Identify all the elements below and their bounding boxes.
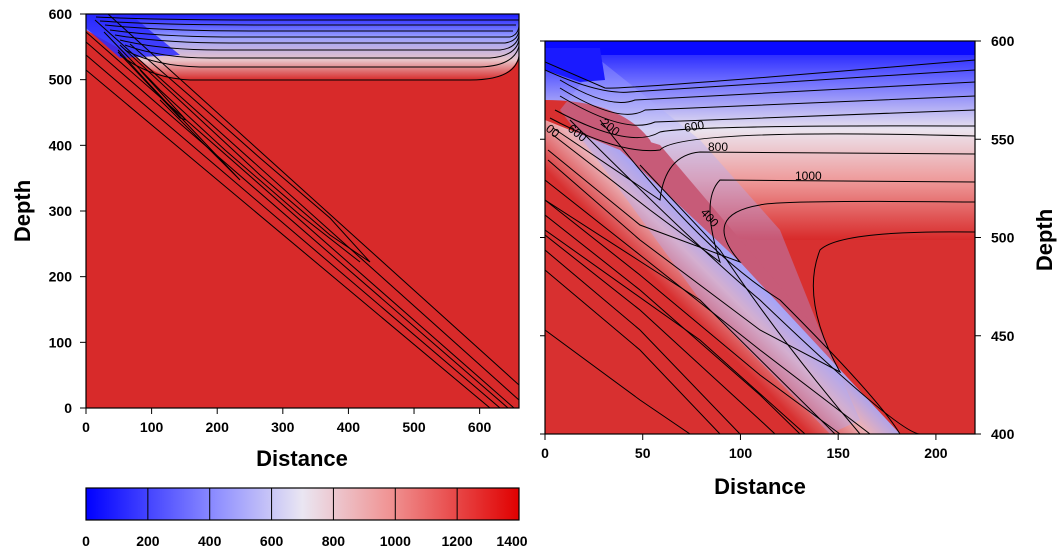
colorbar-tick-labels: 0 200 400 600 800 1000 1200 1400 — [82, 533, 528, 549]
left-heatmap — [86, 14, 519, 408]
left-y-axis-label: Depth — [10, 180, 35, 242]
right-x-tick-label: 200 — [924, 445, 948, 461]
right-y-axis-label: Depth — [1032, 209, 1057, 271]
left-x-tick-label: 100 — [140, 419, 164, 435]
left-x-tick-label: 400 — [337, 419, 361, 435]
left-y-tick-labels: 0 100 200 300 400 500 600 — [49, 6, 73, 416]
colorbar-tick-label: 1200 — [442, 533, 473, 549]
right-y-tick-label: 450 — [991, 328, 1015, 344]
colorbar-tick-label: 800 — [322, 533, 346, 549]
left-x-tick-label: 200 — [206, 419, 230, 435]
right-y-tick-label: 550 — [991, 131, 1015, 147]
contour-label: 1000 — [795, 169, 822, 183]
left-y-tick-label: 400 — [49, 137, 73, 153]
colorbar-tick-label: 400 — [198, 533, 222, 549]
left-y-tick-label: 600 — [49, 6, 73, 22]
left-panel: 0 100 200 300 400 500 600 0 100 200 300 … — [10, 6, 519, 471]
right-heatmap — [545, 41, 975, 434]
right-y-tick-label: 400 — [991, 426, 1015, 442]
right-y-tick-label: 500 — [991, 230, 1015, 246]
right-x-tick-label: 150 — [827, 445, 851, 461]
colorbar-tick-label: 200 — [136, 533, 160, 549]
contour-label: 800 — [708, 140, 728, 154]
left-x-tick-label: 600 — [468, 419, 492, 435]
colorbar-tick-label: 1000 — [380, 533, 411, 549]
left-x-tick-labels: 0 100 200 300 400 500 600 — [82, 419, 491, 435]
left-y-tick-label: 200 — [49, 269, 73, 285]
colorbar-tick-label: 0 — [82, 533, 90, 549]
left-y-tick-label: 300 — [49, 203, 73, 219]
right-x-tick-label: 100 — [729, 445, 753, 461]
right-x-tick-label: 50 — [635, 445, 651, 461]
left-y-tick-label: 500 — [49, 72, 73, 88]
left-x-tick-label: 500 — [402, 419, 426, 435]
right-y-tick-label: 600 — [991, 33, 1015, 49]
colorbar-tick-label: 1400 — [496, 533, 527, 549]
left-y-tick-label: 100 — [49, 334, 73, 350]
right-y-tick-labels: 400 450 500 550 600 — [991, 33, 1015, 442]
left-x-tick-label: 300 — [271, 419, 295, 435]
left-x-tick-label: 0 — [82, 419, 90, 435]
right-x-tick-labels: 0 50 100 150 200 — [541, 445, 948, 461]
right-x-tick-label: 0 — [541, 445, 549, 461]
right-x-axis-label: Distance — [714, 474, 806, 499]
right-panel: 200 400 600 800 1000 600 00 0 50 100 150… — [540, 33, 1057, 499]
colorbar: 0 200 400 600 800 1000 1200 1400 — [82, 488, 528, 549]
left-x-axis-label: Distance — [256, 446, 348, 471]
colorbar-tick-label: 600 — [260, 533, 284, 549]
colorbar-gradient — [86, 488, 519, 520]
left-y-tick-label: 0 — [64, 400, 72, 416]
